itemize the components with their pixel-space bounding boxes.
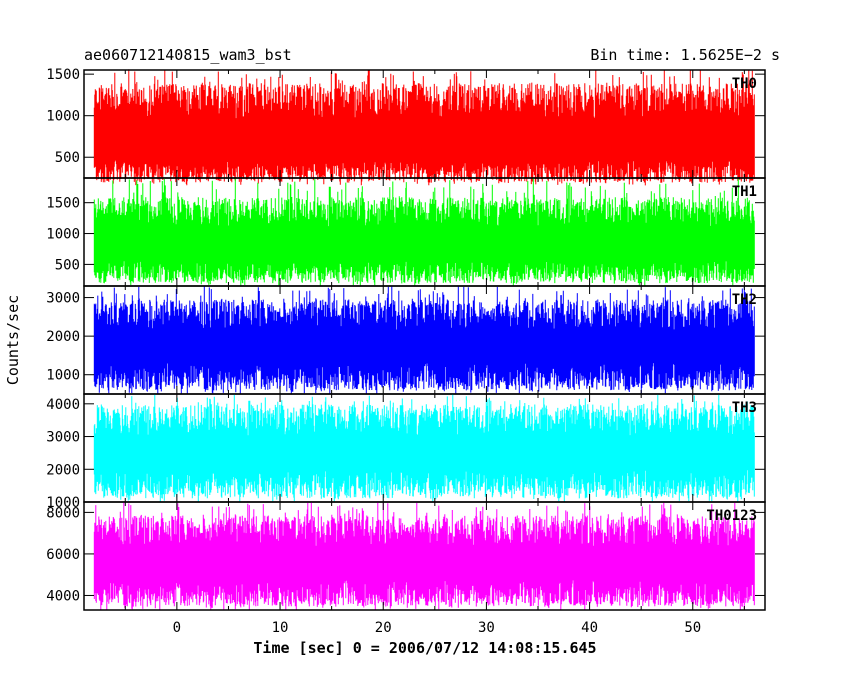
- y-tick-label: 2000: [46, 462, 80, 478]
- x-tick-label: 20: [375, 620, 392, 636]
- panel-th3: 1000 2000 3000 4000 TH3: [46, 393, 766, 511]
- y-tick-label: 1000: [46, 368, 80, 384]
- y-tick-label: 8000: [46, 505, 80, 521]
- y-tick-label: 1000: [46, 109, 80, 125]
- panel-label-th1: TH1: [732, 184, 757, 200]
- series-trace-th0: [93, 69, 755, 186]
- x-tick-label: 50: [684, 620, 701, 636]
- y-tick-label: 1000: [46, 495, 80, 511]
- panels-group: 50010001500TH050010001500TH1100020003000…: [46, 67, 766, 636]
- panel-th2: 1000 2000 3000 TH2: [46, 285, 766, 395]
- y-tick-label: 1500: [46, 196, 80, 212]
- y-tick-label: 3000: [46, 430, 80, 446]
- series-trace-th3: [93, 394, 755, 502]
- series-trace-th0123: [93, 502, 755, 610]
- panel-th1: 500 1000 1500 TH1: [46, 177, 766, 287]
- y-tick-label: 1000: [46, 227, 80, 243]
- panel-label-th3: TH3: [732, 400, 757, 416]
- x-tick-label: 30: [478, 620, 495, 636]
- y-tick-label: 6000: [46, 547, 80, 563]
- y-tick-label: 1500: [46, 67, 80, 83]
- panel-label-th0: TH0: [732, 76, 757, 92]
- y-tick-label: 3000: [46, 291, 80, 307]
- x-tick-label: 10: [272, 620, 289, 636]
- series-trace-th1: [93, 178, 755, 286]
- y-tick-label: 500: [55, 257, 80, 273]
- panel-label-th2: TH2: [732, 292, 757, 308]
- y-tick-label: 4000: [46, 397, 80, 413]
- panel-frame: [83, 501, 766, 611]
- y-tick-label: 4000: [46, 588, 80, 604]
- x-tick-label: 40: [581, 620, 598, 636]
- chart-title-right: Bin time: 1.5625E−2 s: [590, 46, 780, 64]
- x-axis-label: Time [sec] 0 = 2006/07/12 14:08:15.645: [253, 639, 596, 657]
- y-axis-label: Counts/sec: [4, 295, 22, 385]
- series-trace-th2: [93, 286, 755, 394]
- y-tick-label: 500: [55, 150, 80, 166]
- chart-title-left: ae060712140815_wam3_bst: [84, 46, 292, 64]
- x-tick-label: 0: [173, 620, 181, 636]
- panel-label-th0123: TH0123: [706, 508, 757, 524]
- panel-th0123: 4000 6000 8000 TH0123: [46, 501, 766, 611]
- panel-th0: 500 1000 1500 TH0: [46, 67, 766, 186]
- y-tick-label: 2000: [46, 329, 80, 345]
